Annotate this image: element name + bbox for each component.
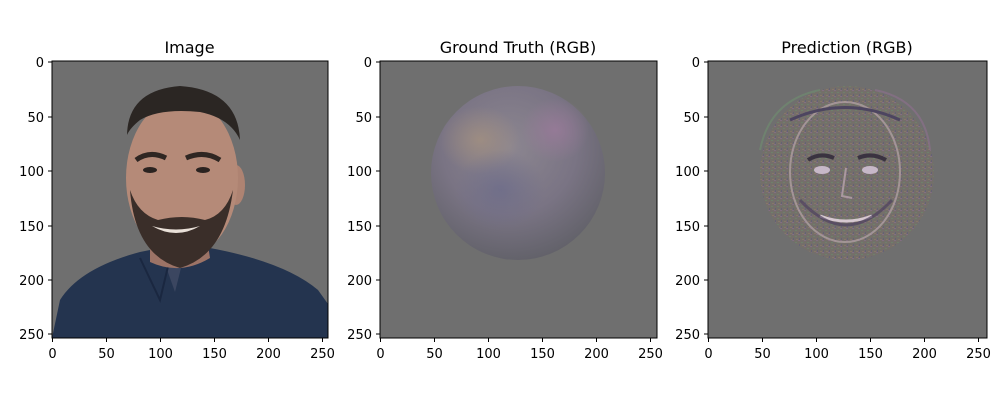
panel-title: Ground Truth (RGB) — [440, 38, 597, 57]
portrait-photo — [52, 61, 328, 338]
x-tick-label: 50 — [98, 347, 115, 362]
x-tick-label: 0 — [376, 347, 384, 362]
x-axis: 0 50 100 150 200 250 — [704, 338, 991, 362]
y-axis: 0 50 100 150 200 250 — [347, 56, 380, 343]
y-tick-label: 100 — [347, 165, 372, 180]
y-tick-label: 250 — [675, 328, 700, 343]
x-tick-label: 200 — [256, 347, 281, 362]
y-tick-label: 150 — [19, 220, 44, 235]
x-tick-label: 0 — [704, 347, 712, 362]
panel-image: Image — [19, 38, 335, 362]
y-tick-label: 50 — [683, 111, 700, 126]
panel-ground-truth: Ground Truth (RGB) 0 50 100 150 200 250 — [347, 38, 663, 362]
y-tick-label: 250 — [347, 328, 372, 343]
y-tick-label: 250 — [19, 328, 44, 343]
x-tick-label: 150 — [202, 347, 227, 362]
x-axis: 0 50 100 150 200 250 — [376, 338, 663, 362]
x-tick-label: 100 — [148, 347, 173, 362]
y-tick-label: 0 — [36, 56, 44, 71]
x-tick-label: 150 — [530, 347, 555, 362]
panel-title: Image — [164, 38, 214, 57]
y-tick-label: 50 — [355, 111, 372, 126]
x-tick-label: 200 — [912, 347, 937, 362]
x-tick-label: 200 — [584, 347, 609, 362]
y-tick-label: 100 — [19, 165, 44, 180]
x-tick-label: 250 — [638, 347, 663, 362]
y-tick-label: 200 — [675, 274, 700, 289]
y-tick-label: 0 — [692, 56, 700, 71]
x-axis: 0 50 100 150 200 250 — [48, 338, 335, 362]
y-tick-label: 150 — [675, 220, 700, 235]
x-tick-label: 50 — [426, 347, 443, 362]
panel-title: Prediction (RGB) — [781, 38, 913, 57]
x-tick-label: 250 — [310, 347, 335, 362]
x-tick-label: 100 — [476, 347, 501, 362]
y-tick-label: 100 — [675, 165, 700, 180]
y-axis: 0 50 100 150 200 250 — [19, 56, 52, 343]
axes-frame — [51, 60, 329, 339]
x-tick-label: 150 — [858, 347, 883, 362]
axes-frame — [707, 60, 988, 339]
shaded-sphere — [431, 86, 605, 260]
x-tick-label: 50 — [754, 347, 771, 362]
x-tick-label: 250 — [966, 347, 991, 362]
noisy-face-disk — [759, 86, 934, 260]
y-tick-label: 200 — [19, 274, 44, 289]
y-tick-label: 0 — [364, 56, 372, 71]
y-tick-label: 50 — [27, 111, 44, 126]
panel-prediction: Prediction (RGB) 0 50 — [675, 38, 991, 362]
axes-frame — [379, 60, 658, 339]
x-tick-label: 100 — [804, 347, 829, 362]
x-tick-label: 0 — [48, 347, 56, 362]
y-axis: 0 50 100 150 200 250 — [675, 56, 708, 343]
y-tick-label: 150 — [347, 220, 372, 235]
y-tick-label: 200 — [347, 274, 372, 289]
